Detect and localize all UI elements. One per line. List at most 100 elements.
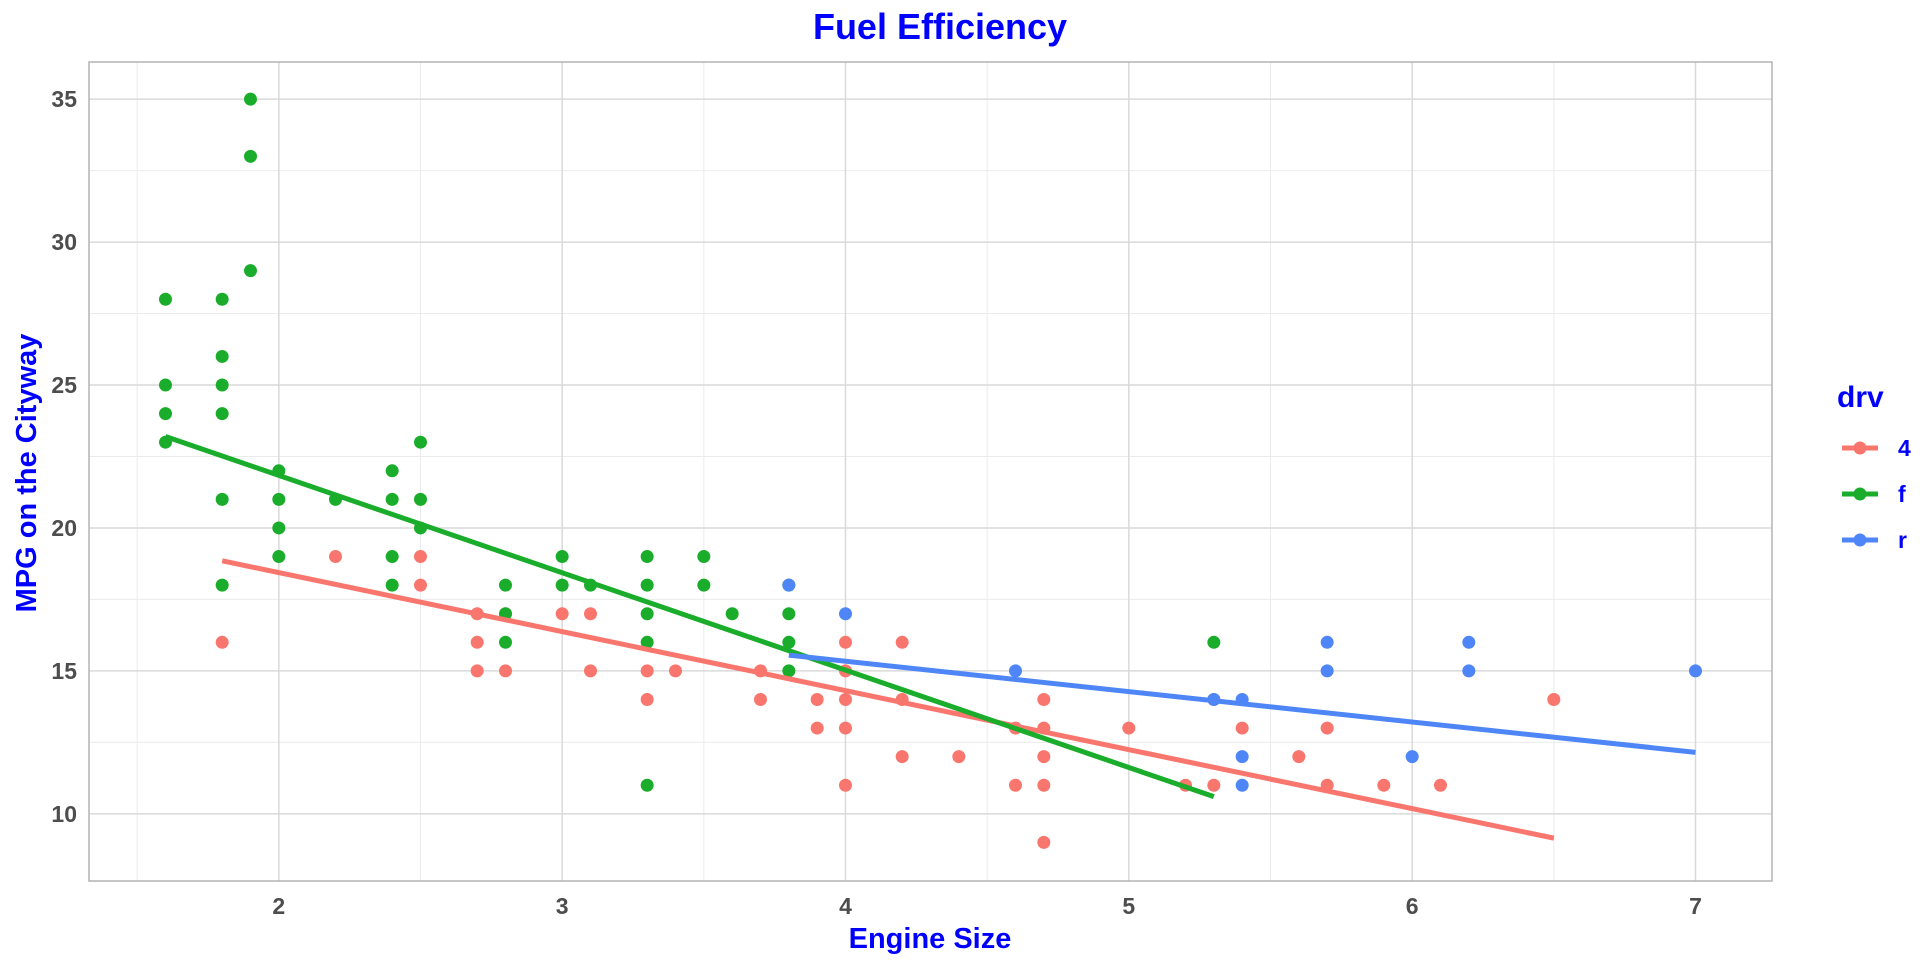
data-point-4 — [329, 550, 342, 564]
data-point-f — [385, 550, 399, 564]
legend-label-r: r — [1898, 527, 1907, 553]
y-tick-label: 25 — [51, 372, 77, 398]
data-point-4 — [414, 550, 427, 564]
legend: drv 4 fr — [1837, 381, 1911, 553]
panel-background — [89, 62, 1772, 881]
series-f — [159, 92, 1221, 792]
data-point-f — [640, 778, 654, 792]
x-tick-label: 4 — [839, 893, 852, 919]
data-point-f — [414, 435, 427, 449]
data-point-4 — [839, 635, 852, 649]
data-point-4 — [1037, 778, 1051, 792]
data-point-f — [215, 292, 229, 306]
data-point-4 — [414, 578, 427, 592]
data-point-f — [215, 578, 229, 592]
legend-label-f: f — [1898, 481, 1906, 507]
y-tick-label: 30 — [51, 229, 77, 255]
data-point-f — [640, 607, 654, 621]
legend-key-point-4 — [1853, 441, 1867, 455]
legend-key-point-f — [1853, 487, 1867, 501]
data-point-f — [414, 492, 427, 506]
data-point-4 — [1235, 721, 1249, 735]
data-point-4 — [839, 778, 852, 792]
data-point-f — [697, 550, 711, 564]
data-point-f — [244, 92, 257, 106]
data-point-4 — [1292, 750, 1306, 764]
data-point-f — [244, 149, 257, 163]
data-point-f — [385, 492, 399, 506]
x-axis-title: Engine Size — [849, 923, 1012, 955]
y-tick-label: 10 — [51, 801, 77, 827]
data-point-r — [1689, 664, 1702, 678]
data-point-f — [499, 635, 512, 649]
data-point-r — [782, 578, 796, 592]
legend-key-point-r — [1853, 533, 1867, 547]
data-point-f — [215, 492, 229, 506]
data-point-f — [385, 464, 399, 478]
data-point-4 — [1037, 692, 1051, 706]
data-point-4 — [1377, 778, 1391, 792]
data-point-4 — [1037, 750, 1051, 764]
x-tick-label: 2 — [272, 893, 285, 919]
data-point-4 — [215, 635, 229, 649]
fit-line-4 — [221, 558, 1555, 841]
y-axis-ticks: 10 15 20 25 30 35 — [51, 86, 77, 827]
data-point-4 — [1547, 692, 1561, 706]
data-point-4 — [555, 607, 569, 621]
data-point-f — [385, 578, 399, 592]
panel-border — [88, 61, 1773, 882]
data-point-f — [272, 550, 286, 564]
data-point-4 — [839, 692, 852, 706]
data-point-4 — [839, 721, 852, 735]
data-point-4 — [895, 635, 909, 649]
data-point-4 — [1207, 778, 1221, 792]
data-point-f — [782, 635, 796, 649]
data-point-f — [640, 550, 654, 564]
data-point-r — [1405, 750, 1419, 764]
y-tick-label: 35 — [51, 86, 77, 112]
data-point-4 — [584, 607, 597, 621]
data-point-r — [839, 607, 852, 621]
data-point-4 — [895, 750, 909, 764]
data-point-f — [725, 607, 739, 621]
data-point-f — [555, 578, 569, 592]
data-point-r — [1320, 635, 1334, 649]
data-point-f — [272, 521, 286, 535]
data-point-4 — [810, 692, 824, 706]
data-point-r — [1009, 664, 1022, 678]
x-tick-label: 3 — [556, 893, 569, 919]
data-point-f — [782, 607, 796, 621]
data-point-f — [697, 578, 711, 592]
x-axis-ticks: 2 3 4 5 6 7 — [272, 893, 1701, 919]
data-point-f — [215, 349, 229, 363]
data-point-4 — [470, 664, 484, 678]
data-point-4 — [669, 664, 682, 678]
legend-label-4: 4 — [1898, 435, 1911, 461]
data-point-f — [555, 550, 569, 564]
data-point-f — [159, 407, 172, 421]
data-point-4 — [640, 692, 654, 706]
data-point-4 — [1320, 721, 1334, 735]
data-point-f — [244, 264, 257, 278]
data-point-r — [1235, 750, 1249, 764]
plot-panel — [88, 61, 1773, 882]
y-tick-label: 20 — [51, 515, 77, 541]
y-axis-title: MPG on the Cityway — [11, 334, 43, 613]
data-point-4 — [952, 750, 966, 764]
data-point-f — [272, 492, 286, 506]
data-point-4 — [1009, 778, 1022, 792]
data-point-4 — [470, 635, 484, 649]
chart-title: Fuel Efficiency — [813, 6, 1067, 47]
data-point-4 — [1434, 778, 1447, 792]
data-point-r — [1462, 635, 1476, 649]
data-point-f — [215, 378, 229, 392]
data-point-r — [1462, 664, 1476, 678]
data-point-f — [159, 378, 172, 392]
data-point-4 — [584, 664, 597, 678]
data-point-4 — [1037, 835, 1051, 849]
x-tick-label: 5 — [1122, 893, 1135, 919]
x-tick-label: 7 — [1689, 893, 1702, 919]
data-point-r — [1320, 664, 1334, 678]
y-tick-label: 15 — [51, 658, 77, 684]
